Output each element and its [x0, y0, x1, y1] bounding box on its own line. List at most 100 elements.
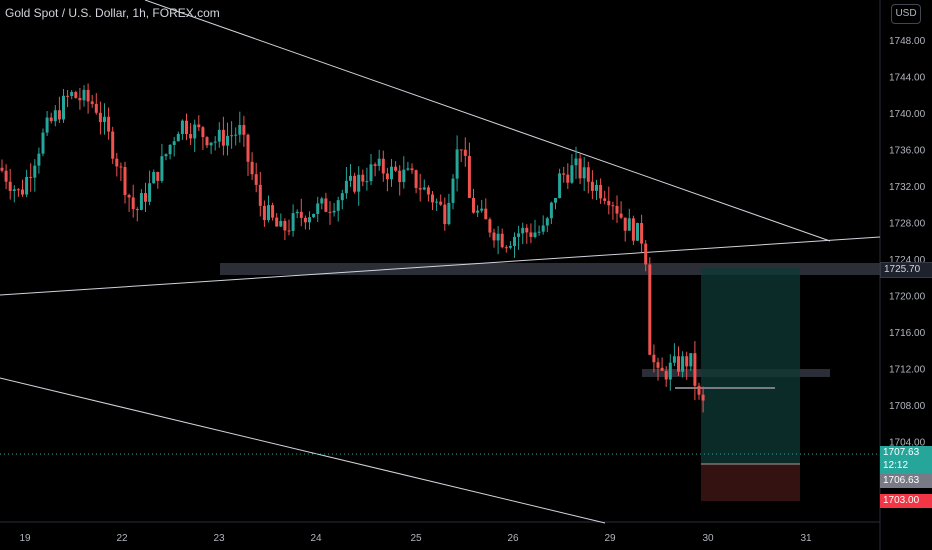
candle-body: [185, 120, 188, 135]
candle-body: [258, 184, 262, 206]
candle-body: [381, 158, 385, 174]
candle-body: [422, 187, 426, 190]
price-axis: 1748.00 1744.00 1740.00 1736.00 1732.00 1728.…: [889, 36, 926, 449]
time-tick-label: 25: [410, 533, 422, 544]
candle-body: [566, 174, 570, 183]
candle-body: [697, 385, 701, 395]
candle-body: [135, 209, 139, 211]
candle-body: [205, 137, 209, 146]
candle-body: [8, 181, 12, 191]
candle-body: [701, 394, 705, 401]
candle-body: [644, 243, 648, 265]
candle-body: [275, 217, 279, 227]
candle-body: [295, 211, 299, 214]
candle-body: [127, 194, 131, 198]
candle-body: [242, 125, 246, 135]
candle-body: [209, 142, 213, 146]
candle-body: [541, 225, 545, 232]
candle-body: [4, 170, 8, 182]
candle-body: [603, 198, 607, 201]
candle-body: [78, 97, 82, 101]
candle-body: [459, 149, 463, 151]
time-tick-label: 31: [800, 533, 812, 544]
price-tick-label: 1704.00: [889, 438, 926, 449]
lower-trendline: [0, 377, 606, 524]
candle-body: [37, 153, 41, 166]
candle-body: [394, 166, 398, 171]
candle-body: [664, 370, 668, 380]
candle-body: [94, 103, 98, 113]
candle-body: [611, 205, 615, 207]
candle-body: [570, 165, 574, 183]
candle-body: [349, 175, 352, 181]
price-tick-label: 1740.00: [889, 109, 926, 120]
time-tick-label: 26: [507, 533, 519, 544]
candle-body: [312, 213, 316, 218]
price-tick-label: 1712.00: [889, 365, 926, 376]
candle-body: [414, 170, 418, 189]
candle-body: [545, 218, 549, 226]
candle-body: [435, 201, 439, 203]
candle-body: [238, 125, 242, 135]
candle-body: [189, 134, 193, 139]
candle-body: [521, 227, 525, 234]
candle-body: [480, 208, 484, 211]
price-tick-label: 1716.00: [889, 328, 926, 339]
candle-body: [267, 205, 270, 221]
candle-body: [287, 230, 291, 232]
candle-body: [213, 141, 217, 143]
candle-body: [123, 167, 127, 195]
candle-body: [49, 117, 53, 122]
candle-body: [558, 173, 562, 199]
price-tick-label: 1724.00: [889, 255, 926, 266]
candle-body: [472, 197, 475, 213]
candle-body: [0, 167, 4, 171]
candle-body: [549, 202, 553, 219]
candle-body: [689, 353, 693, 367]
candle-body: [82, 89, 86, 101]
candle-body: [262, 205, 266, 221]
candle-body: [656, 362, 660, 368]
price-tick-label: 1748.00: [889, 36, 926, 47]
candle-body: [217, 129, 221, 142]
candle-body: [623, 217, 627, 231]
candle-body: [320, 198, 324, 204]
candle-body: [615, 205, 619, 214]
candle-body: [12, 189, 16, 191]
candle-body: [70, 92, 74, 96]
candle-body: [537, 231, 541, 233]
profit-zone: [701, 268, 800, 464]
candle-body: [172, 141, 176, 145]
candle-body: [160, 156, 164, 181]
time-tick-label: 22: [116, 533, 128, 544]
price-tick-label: 1728.00: [889, 219, 926, 230]
candle-body: [410, 168, 414, 171]
candle-body: [369, 164, 373, 182]
candle-body: [685, 356, 689, 367]
candle-body: [406, 168, 410, 170]
candle-body: [467, 155, 471, 198]
candle-body: [693, 353, 697, 386]
candle-body: [447, 202, 451, 225]
candle-body: [529, 232, 533, 237]
candle-body: [139, 193, 143, 210]
candle-body: [426, 187, 430, 195]
candle-body: [53, 110, 57, 122]
price-tick-label: 1744.00: [889, 73, 926, 84]
candle-body: [144, 193, 147, 202]
candle-body: [578, 158, 582, 179]
entry-price-tag: 1706.63: [880, 474, 932, 488]
candle-body: [291, 213, 295, 231]
candle-body: [230, 135, 234, 137]
candle-body: [119, 166, 123, 168]
current-price-tag: 1707.63 12:12: [880, 446, 932, 474]
candle-body: [443, 204, 447, 225]
candle-body: [324, 198, 328, 212]
candle-body: [385, 173, 389, 180]
candle-body: [607, 200, 611, 206]
time-tick-label: 19: [19, 533, 31, 544]
currency-button[interactable]: USD: [891, 4, 921, 24]
candle-body: [29, 176, 33, 178]
candle-body: [156, 172, 160, 181]
